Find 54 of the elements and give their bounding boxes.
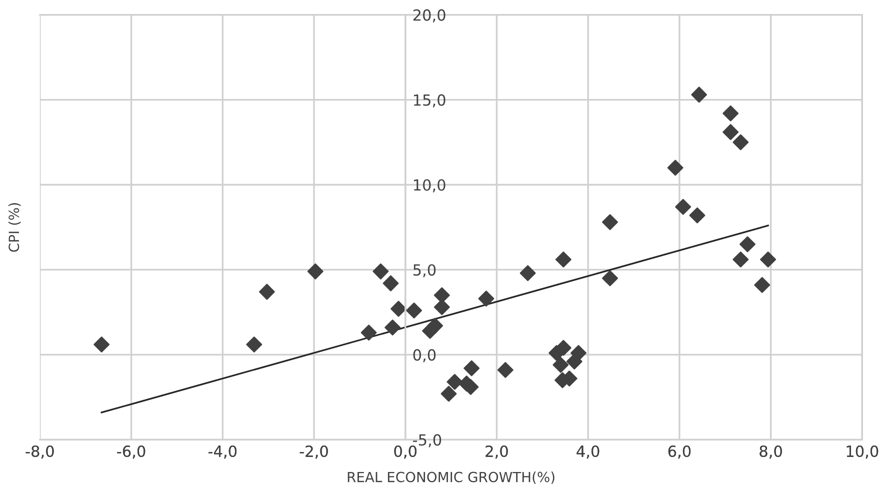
point bbox=[667, 160, 684, 176]
point bbox=[555, 340, 572, 356]
y-tick-label: 0,0 bbox=[413, 349, 436, 362]
point bbox=[464, 360, 480, 376]
point bbox=[722, 105, 739, 122]
point bbox=[360, 324, 377, 341]
point bbox=[440, 386, 457, 402]
y-tick-label: 15,0 bbox=[414, 94, 446, 108]
point bbox=[384, 320, 401, 336]
point bbox=[422, 322, 438, 339]
x-tick-label: 2,0 bbox=[486, 445, 508, 459]
x-tick-label: 4,0 bbox=[576, 445, 600, 459]
point bbox=[446, 374, 463, 390]
y-axis-title: CPI (%) bbox=[8, 203, 21, 252]
point bbox=[732, 134, 749, 150]
x-axis-title: REAL ECONOMIC GROWTH(%) bbox=[348, 472, 554, 484]
point bbox=[434, 287, 450, 304]
point bbox=[754, 277, 770, 293]
point bbox=[689, 207, 706, 224]
point bbox=[760, 252, 776, 268]
point bbox=[307, 263, 324, 280]
point bbox=[566, 354, 582, 370]
point bbox=[691, 86, 708, 103]
point bbox=[94, 336, 110, 352]
point bbox=[722, 124, 739, 140]
point bbox=[740, 236, 756, 252]
point bbox=[520, 265, 536, 282]
point bbox=[497, 362, 514, 378]
y-tick-label: 10,0 bbox=[414, 179, 446, 192]
point bbox=[675, 198, 692, 215]
point bbox=[382, 275, 399, 292]
y-tick-label: -5,0 bbox=[413, 434, 442, 448]
point bbox=[602, 270, 618, 286]
point bbox=[406, 302, 422, 318]
x-tick-label: -8,0 bbox=[26, 445, 54, 459]
point bbox=[434, 299, 450, 316]
y-tick-label: 5,0 bbox=[413, 264, 436, 278]
point bbox=[258, 284, 275, 300]
x-tick-label: -6,0 bbox=[117, 445, 146, 459]
point bbox=[555, 252, 572, 268]
point bbox=[732, 252, 749, 268]
x-tick-label: -2,0 bbox=[300, 445, 328, 459]
point bbox=[390, 300, 406, 317]
point bbox=[246, 336, 262, 352]
x-tick-label: 8,0 bbox=[760, 445, 782, 459]
point bbox=[602, 214, 618, 230]
point bbox=[552, 356, 569, 373]
x-tick-label: 10,0 bbox=[846, 445, 878, 459]
point bbox=[372, 263, 389, 280]
point bbox=[478, 290, 494, 307]
x-tick-label: 0,0 bbox=[394, 445, 416, 459]
y-tick-label: 20,0 bbox=[413, 9, 446, 22]
x-tick-label: 6,0 bbox=[668, 445, 691, 459]
x-tick-label: -4,0 bbox=[208, 445, 237, 459]
